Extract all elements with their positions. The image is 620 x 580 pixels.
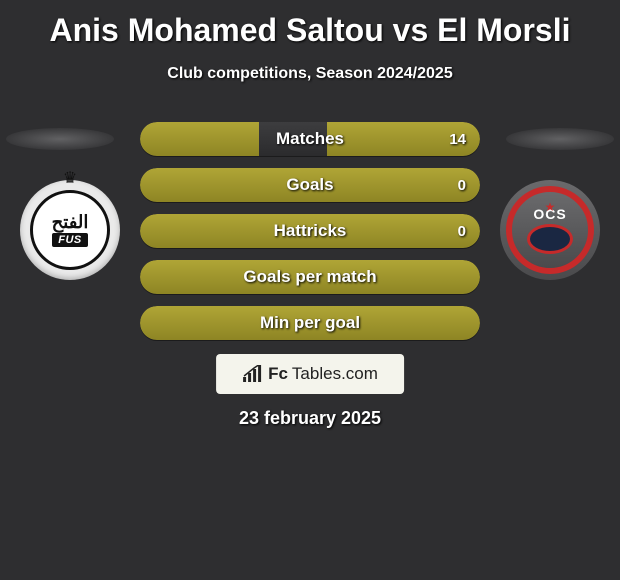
star-icon: ★ bbox=[545, 200, 556, 214]
crest-left: ♛ الفتح FUS bbox=[20, 180, 120, 280]
bar-value-right: 0 bbox=[458, 168, 466, 202]
chart-icon bbox=[242, 365, 264, 383]
bar-label: Hattricks bbox=[140, 214, 480, 248]
platform-left bbox=[6, 128, 114, 150]
bar-label: Goals per match bbox=[140, 260, 480, 294]
ball-icon bbox=[527, 224, 573, 254]
date-text: 23 february 2025 bbox=[0, 408, 620, 429]
crest-left-tag: FUS bbox=[52, 233, 88, 247]
stat-bar: Matches14 bbox=[140, 122, 480, 156]
subtitle: Club competitions, Season 2024/2025 bbox=[0, 65, 620, 83]
stat-bar: Min per goal bbox=[140, 306, 480, 340]
stat-bars: Matches14Goals0Hattricks0Goals per match… bbox=[140, 122, 480, 352]
bar-label: Min per goal bbox=[140, 306, 480, 340]
bar-value-right: 14 bbox=[449, 122, 466, 156]
platform-right bbox=[506, 128, 614, 150]
footer-badge: FcTables.com bbox=[216, 354, 404, 394]
page-title: Anis Mohamed Saltou vs El Morsli bbox=[0, 0, 620, 49]
stat-bar: Goals0 bbox=[140, 168, 480, 202]
bar-label: Goals bbox=[140, 168, 480, 202]
footer-suffix: Tables.com bbox=[292, 364, 378, 384]
crest-left-arabic: الفتح bbox=[52, 213, 89, 231]
stat-bar: Hattricks0 bbox=[140, 214, 480, 248]
bar-label: Matches bbox=[140, 122, 480, 156]
bar-value-right: 0 bbox=[458, 214, 466, 248]
stat-bar: Goals per match bbox=[140, 260, 480, 294]
crown-icon: ♛ bbox=[63, 168, 77, 188]
footer-prefix: Fc bbox=[268, 364, 288, 384]
crest-right: ★ OCS bbox=[500, 180, 600, 280]
